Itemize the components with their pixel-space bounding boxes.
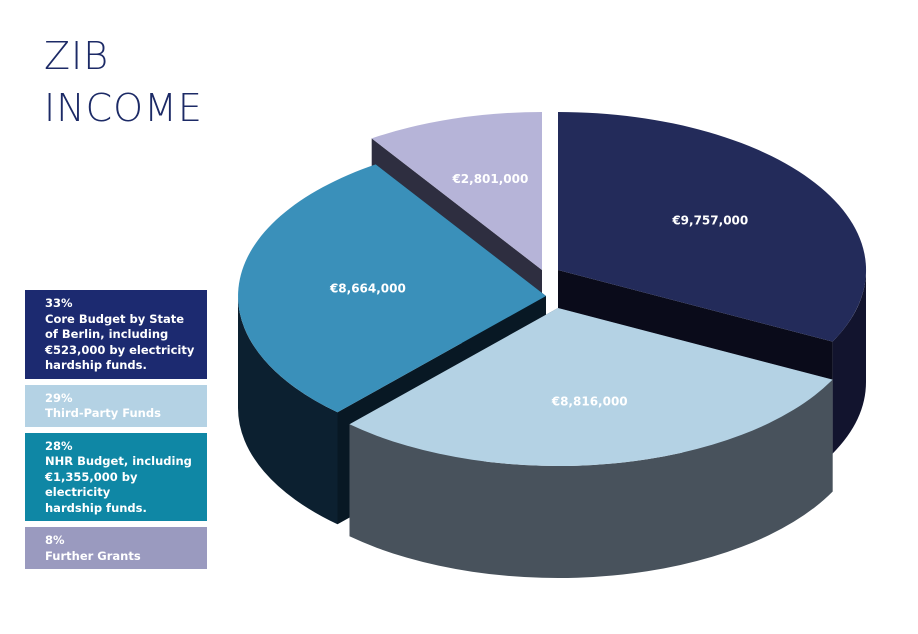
legend-percent: 33%	[45, 296, 73, 310]
legend-percent: 28%	[45, 438, 73, 453]
legend-text: Third-Party Funds	[45, 406, 161, 420]
slice-core	[558, 112, 867, 342]
legend-text: €1,355,000 by electricity	[45, 469, 138, 500]
slice-third	[349, 308, 833, 467]
slice-value-label: €8,816,000	[551, 394, 628, 408]
legend-text: NHR Budget, including	[45, 454, 192, 468]
legend-percent: 29%	[45, 390, 73, 405]
title-line-1: ZIB	[44, 34, 110, 78]
page-title: ZIB INCOME	[44, 30, 203, 134]
slice-value-label: €8,664,000	[329, 282, 406, 296]
legend-text: €523,000 by electricity	[45, 342, 195, 357]
legend-percent: 8%	[45, 533, 65, 547]
slice-grants	[371, 112, 542, 270]
legend-text: of Berlin, including	[45, 327, 169, 341]
slice-value-label: €2,801,000	[451, 172, 528, 186]
pie-slices	[238, 112, 867, 579]
legend-text: hardship funds.	[45, 358, 147, 372]
legend-text: hardship funds.	[45, 500, 147, 515]
legend-item: 28% NHR Budget, including €1,355,000 by el…	[25, 432, 207, 521]
chart-legend: 33% Core Budget by State of Berlin, includ…	[25, 290, 207, 575]
slice-outer-wall	[349, 379, 833, 579]
legend-item: 8% Further Grants	[25, 527, 207, 569]
legend-item: 29% Third-Party Funds	[25, 384, 207, 427]
slice-nhr	[238, 164, 546, 413]
slice-outer-wall	[238, 296, 338, 525]
legend-text: Further Grants	[45, 548, 141, 563]
legend-text: Core Budget by State	[45, 311, 185, 326]
slice-outer-wall	[832, 270, 867, 454]
slice-value-label: €9,757,000	[671, 213, 748, 227]
title-line-2: INCOME	[44, 86, 203, 130]
legend-item: 33% Core Budget by State of Berlin, includ…	[25, 290, 207, 379]
